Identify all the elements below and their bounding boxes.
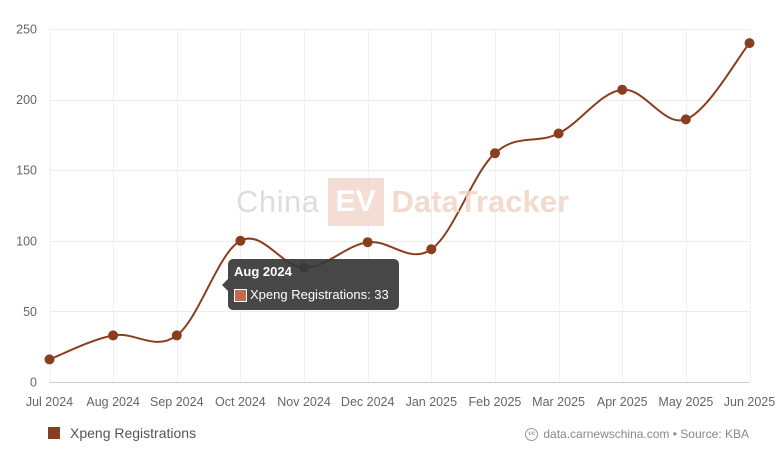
tooltip-swatch: [234, 288, 247, 302]
x-axis-labels: Jul 2024 Aug 2024 Sep 2024 Oct 2024 Nov 2024…: [26, 395, 775, 409]
x-tick-label: Jul 2024: [26, 395, 73, 409]
x-tick-label: Oct 2024: [215, 395, 266, 409]
cc-icon: cc: [525, 427, 539, 441]
y-tick-label: 250: [16, 23, 37, 37]
y-axis-labels: 0 50 100 150 200 250: [16, 23, 37, 390]
x-tick-label: Mar 2025: [532, 395, 585, 409]
y-tick-label: 200: [16, 93, 37, 107]
x-tick-label: Nov 2024: [277, 395, 331, 409]
chart-tooltip: Aug 2024 Xpeng Registrations: 33: [222, 259, 399, 310]
x-tick-label: May 2025: [658, 395, 713, 409]
x-tick-label: Sep 2024: [150, 395, 204, 409]
data-point-feb-2025[interactable]: [489, 148, 500, 159]
data-point-dec-2024[interactable]: [362, 237, 373, 248]
data-point-oct-2024[interactable]: [235, 235, 246, 246]
data-point-jun-2025[interactable]: [744, 38, 755, 49]
legend-label: Xpeng Registrations: [70, 425, 197, 441]
y-tick-label: 50: [23, 305, 37, 319]
data-point-jul-2024[interactable]: [44, 354, 55, 365]
y-tick-label: 100: [16, 234, 37, 248]
y-tick-label: 0: [30, 376, 37, 390]
tooltip-row: Xpeng Registrations: 33: [234, 287, 393, 303]
x-tick-label: Aug 2024: [86, 395, 140, 409]
series-xpeng-registrations: [44, 38, 755, 365]
credit-text: data.carnewschina.com • Source: KBA: [543, 427, 749, 441]
x-tick-label: Jan 2025: [406, 395, 457, 409]
x-tick-label: Dec 2024: [341, 395, 395, 409]
data-point-may-2025[interactable]: [680, 114, 691, 125]
data-point-mar-2025[interactable]: [553, 128, 564, 139]
data-point-apr-2025[interactable]: [617, 84, 628, 95]
legend[interactable]: Xpeng Registrations: [48, 425, 196, 441]
y-tick-label: 150: [16, 164, 37, 178]
source-credit[interactable]: cc data.carnewschina.com • Source: KBA: [525, 427, 749, 441]
x-tick-label: Feb 2025: [469, 395, 522, 409]
tooltip-label: Xpeng Registrations: 33: [250, 287, 389, 302]
data-point-jan-2025[interactable]: [426, 244, 437, 255]
tooltip-title: Aug 2024: [234, 264, 292, 279]
legend-swatch: [48, 427, 60, 439]
data-point-aug-2024[interactable]: [108, 330, 119, 341]
data-point-sep-2024[interactable]: [171, 330, 182, 341]
x-tick-label: Apr 2025: [597, 395, 648, 409]
x-tick-label: Jun 2025: [724, 395, 775, 409]
grid-lines: [49, 29, 751, 383]
